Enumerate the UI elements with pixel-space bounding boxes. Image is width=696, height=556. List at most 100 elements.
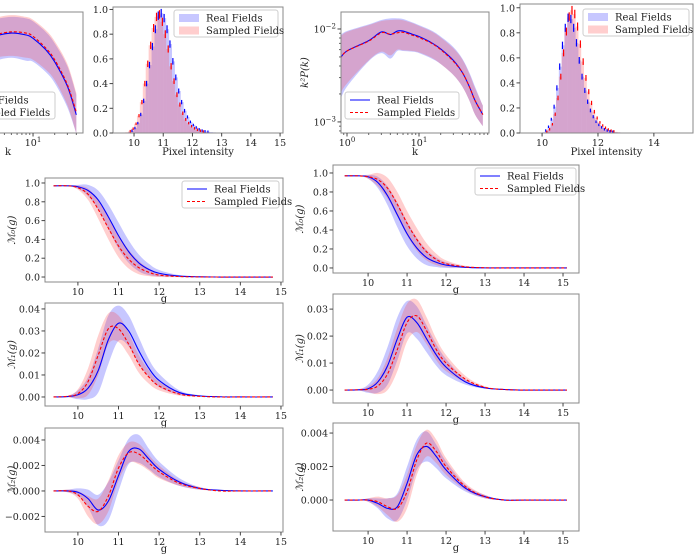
confidence-band-real — [344, 300, 567, 394]
y-tick-label: 0.02 — [307, 332, 328, 343]
x-tick-label: 11 — [401, 278, 413, 289]
tick-base: 0.01 — [19, 370, 40, 381]
plot-area — [53, 184, 273, 278]
tick-base: 1.0 — [500, 3, 515, 14]
y-tick-label: 0.4 — [93, 79, 108, 90]
tick-base: 10 — [72, 411, 84, 422]
tick-base: 12 — [186, 138, 198, 149]
histogram-bar-sampled — [558, 76, 562, 133]
tick-exponent: 1 — [37, 136, 41, 144]
series-line-sampled — [341, 31, 484, 115]
tick-base: 14 — [648, 138, 660, 149]
legend-label-real: Real Fields — [0, 96, 29, 107]
tick-base: 0.2 — [500, 103, 515, 114]
axes-frame — [332, 293, 580, 404]
tick-base: 0.6 — [25, 216, 40, 227]
y-tick-label: 0.6 — [313, 206, 328, 217]
tick-base: 11 — [401, 536, 413, 547]
tick-base: 10 — [362, 536, 374, 547]
chart-m0-left: 10 11 12 13 14 15 0.0 0.2 0.4 0.6 0.8 1.0 g ℳ₀(g) Real… — [7, 177, 292, 305]
histogram-bar-real — [136, 123, 140, 133]
histogram-bar-real — [570, 19, 573, 133]
histogram-bar-real — [180, 102, 184, 133]
x-axis-label: Pixel intensity — [162, 147, 234, 158]
histogram-bar-real — [154, 29, 158, 133]
confidence-band-sampled — [0, 15, 77, 133]
x-tick-label: 12 — [153, 537, 165, 548]
histogram-bar-real — [586, 101, 590, 133]
axes-frame — [44, 302, 284, 407]
tick-base: 14 — [234, 411, 246, 422]
histogram-bar-sampled — [180, 113, 184, 133]
tick-base: 14 — [234, 537, 246, 548]
histogram-bar-real — [169, 44, 173, 133]
x-tick-label: 12 — [153, 287, 165, 298]
confidence-band-real — [344, 431, 567, 522]
tick-base: 12 — [153, 411, 165, 422]
plot-area — [341, 18, 484, 127]
histogram-bar-sampled — [553, 114, 557, 133]
plot-area — [125, 8, 228, 133]
histogram-bar-real — [567, 17, 571, 133]
histogram-bar-sampled — [550, 124, 554, 133]
tick-base: 14 — [234, 287, 246, 298]
tick-exponent: −3 — [326, 115, 336, 123]
tick-base: 14 — [518, 536, 530, 547]
histogram-bar-real — [134, 128, 137, 133]
tick-base: 10 — [25, 138, 37, 149]
x-tick-label: 14 — [648, 138, 660, 149]
y-tick-label: 0.2 — [313, 244, 328, 255]
x-tick-label: 10 — [362, 536, 374, 547]
histogram-bar-sampled — [145, 63, 149, 133]
tick-base: 0.004 — [13, 435, 40, 446]
confidence-band-real — [341, 18, 483, 127]
histogram-bar-real — [558, 66, 562, 133]
y-tick-label: 0.00 — [307, 386, 328, 397]
x-tick-label: 14 — [245, 138, 257, 149]
x-tick-label: 13 — [194, 537, 206, 548]
confidence-band-sampled — [344, 429, 567, 522]
histogram-bar-sampled — [547, 129, 551, 133]
tick-base: 10 — [314, 24, 326, 35]
tick-base: 0.002 — [13, 461, 40, 472]
tick-base: 10 — [128, 138, 140, 149]
y-tick-label: 0.00 — [19, 392, 40, 403]
histogram-bar-real — [597, 124, 601, 133]
histogram-bar-real — [575, 42, 579, 133]
histogram-bar-real — [581, 76, 585, 133]
y-tick-label: 0.01 — [307, 359, 328, 370]
legend-label-sampled: Sampled Fields — [615, 25, 693, 36]
tick-base: 0.03 — [307, 305, 328, 316]
tick-base: 0.0 — [500, 129, 515, 140]
histogram-bar-real — [166, 29, 170, 133]
confidence-band-real — [53, 184, 273, 278]
x-tick-label: 15 — [275, 411, 287, 422]
legend-label-sampled: Sampled Fields — [214, 197, 292, 208]
axes-frame — [112, 6, 284, 134]
tick-base: 15 — [275, 411, 287, 422]
x-tick-label: 101 — [411, 136, 428, 149]
x-tick-label: 15 — [274, 138, 286, 149]
legend-label-sampled: Sampled Fields — [206, 26, 284, 37]
x-axis-label: g — [161, 544, 168, 555]
y-tick-label: 1.0 — [313, 168, 328, 179]
x-tick-label: 13 — [479, 536, 491, 547]
x-tick-label: 14 — [518, 408, 530, 419]
tick-base: 0.4 — [313, 225, 328, 236]
x-axis-label: Pixel intensity — [571, 147, 643, 158]
tick-base: 10 — [411, 138, 423, 149]
x-tick-label: 12 — [592, 138, 604, 149]
legend-box — [582, 8, 690, 37]
y-axis-label: k²P(k) — [300, 57, 311, 88]
histogram-bar-real — [572, 27, 576, 133]
tick-base: 11 — [401, 408, 413, 419]
series-line-real — [344, 175, 567, 269]
axes-frame — [519, 3, 694, 134]
x-tick-label: 12 — [440, 278, 452, 289]
